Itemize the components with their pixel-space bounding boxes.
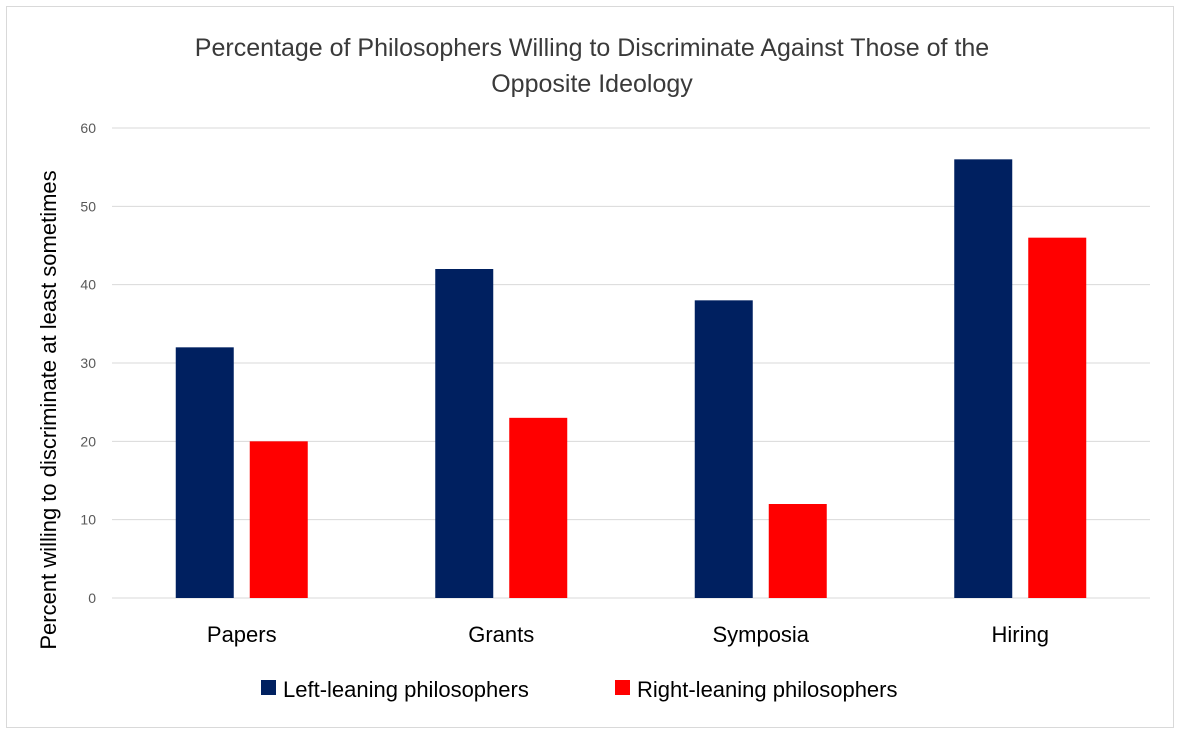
bars — [175, 159, 1087, 599]
y-tick-label: 40 — [80, 277, 96, 293]
legend: Left-leaning philosophers Right-leaning … — [261, 677, 898, 702]
y-axis-label: Percent willing to discriminate at least… — [36, 170, 61, 649]
y-tick-label: 60 — [80, 120, 96, 136]
legend-label-left: Left-leaning philosophers — [283, 677, 529, 702]
bar-right-hiring — [1028, 237, 1087, 598]
bar-left-symposia — [694, 300, 753, 598]
x-tick-label-papers: Papers — [207, 622, 277, 647]
y-tick-label: 0 — [88, 590, 96, 606]
y-tick-label: 50 — [80, 198, 96, 214]
x-axis-ticks: Papers Grants Symposia Hiring — [207, 622, 1049, 647]
bar-right-symposia — [768, 504, 827, 598]
chart-title-line-1: Percentage of Philosophers Willing to Di… — [195, 34, 989, 62]
legend-label-right: Right-leaning philosophers — [637, 677, 898, 702]
chart-title: Percentage of Philosophers Willing to Di… — [195, 34, 989, 98]
legend-swatch-right — [615, 680, 630, 695]
x-tick-label-symposia: Symposia — [712, 622, 809, 647]
x-tick-label-hiring: Hiring — [992, 622, 1049, 647]
y-tick-label: 20 — [80, 433, 96, 449]
bar-left-papers — [175, 347, 234, 598]
x-tick-label-grants: Grants — [468, 622, 534, 647]
bar-left-hiring — [954, 159, 1013, 599]
y-axis-ticks: 0 10 20 30 40 50 60 — [80, 120, 96, 606]
legend-swatch-left — [261, 680, 276, 695]
y-tick-label: 30 — [80, 355, 96, 371]
y-tick-label: 10 — [80, 512, 96, 528]
chart-title-line-2: Opposite Ideology — [491, 70, 693, 98]
bar-left-grants — [435, 269, 494, 598]
bar-right-papers — [249, 441, 308, 598]
bar-right-grants — [509, 417, 568, 598]
